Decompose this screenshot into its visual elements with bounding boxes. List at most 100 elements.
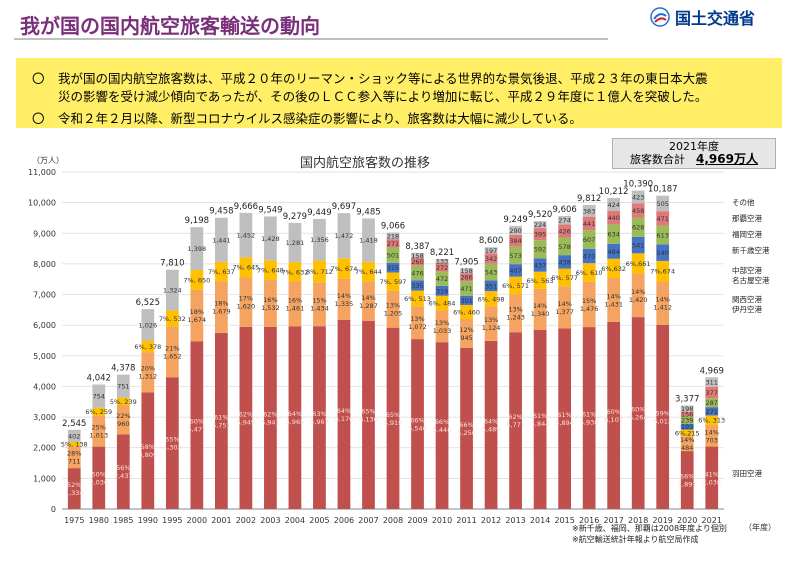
x-tick-label: 2000 [187,516,207,525]
bar-segment-kansai_itami [141,352,155,393]
bar-total-label: 9,606 [552,205,576,215]
bar-segment-fukuoka [484,263,498,281]
legend-label-naha: 那覇空港 [732,213,762,223]
segment-label-kansai_itami: 1,072 [408,323,427,331]
bar-segment-naha [509,234,522,247]
segment-label-kansai_itami: 1,420 [629,296,648,304]
x-tick-label: 2017 [603,516,623,525]
segment-label-fukuoka: 287 [706,399,718,407]
segment-label-haneda: 60% [606,408,620,416]
x-tick-label: 2010 [432,516,452,525]
bar-segment-other [558,215,572,225]
bar-segment-chubu_nagoya [92,407,106,416]
bar-segment-chubu_nagoya [533,271,547,289]
segment-label-haneda: 56% [116,464,130,472]
bar-segment-naha [386,239,400,248]
segment-label-other: 751 [117,383,129,391]
legend-label-shin_chitose: 新千歳空港 [732,245,770,255]
segment-label-kansai_itami: 1,377 [555,308,574,316]
segment-label-other: 133 [436,258,448,266]
segment-label-kansai_itami: 1,532 [261,304,280,312]
bar-segment-kansai_itami [288,281,302,327]
segment-label-other: 1,441 [212,236,231,244]
segment-label-shin_chitose: 319 [436,287,448,295]
segment-label-haneda: 62% [239,410,253,418]
segment-label-kansai_itami: 25% [92,424,106,432]
segment-label-shin_chitose: 540 [656,249,668,257]
segment-label-other: 1,281 [286,239,305,247]
segment-label-naha: 471 [656,215,668,223]
segment-label-kansai_itami: 1,335 [335,300,354,308]
segment-label-other: 1,472 [335,232,354,240]
segment-label-other: 1,398 [188,245,207,253]
segment-label-haneda: 64% [484,417,498,425]
bar-segment-naha [533,228,547,241]
bar-segment-other [67,429,81,443]
segment-label-haneda: 5,938 [580,419,599,427]
segment-label-chubu_nagoya: 7%, 632 [281,268,308,276]
y-tick-label: 3,000 [33,413,56,422]
x-tick-label: 2021 [702,516,722,525]
bar-segment-chubu_nagoya [631,253,645,274]
bar-segment-shin_chitose [533,258,547,272]
bar-total-label: 7,810 [160,259,184,269]
x-tick-label: 2003 [260,516,280,525]
segment-label-haneda: 1,334 [65,489,84,497]
y-axis-unit: （万人） [32,156,64,165]
segment-label-kansai_itami: 484 [681,444,693,452]
segment-label-haneda: 60% [190,418,204,426]
bar-total-label: 3,377 [675,395,699,405]
bar-segment-haneda [484,340,498,509]
segment-label-chubu_nagoya: 5%, 239 [110,398,137,406]
segment-label-kansai_itami: 14% [680,436,694,444]
banner-line-3: 令和２年２月以降、新型コロナウイルス感染症の影響により、旅客数は大幅に減少してい… [58,111,582,126]
x-tick-label: 2007 [358,516,378,525]
segment-label-haneda: 5,894 [555,419,574,427]
bar-segment-kansai_itami [558,286,572,329]
segment-label-other: 274 [558,217,570,225]
banner-line-2: 災の影響を受け減少傾向であったが、その後のＬＣＣ参入等により増加に転じ、平成２９… [58,89,708,104]
bar-segment-haneda [165,377,179,509]
bar-segment-kansai_itami [190,289,204,342]
segment-label-haneda: 3,809 [139,451,158,459]
bar-segment-kansai_itami [264,280,277,327]
segment-label-chubu_nagoya: 7%, 674 [331,265,358,273]
segment-label-other: 402 [68,432,80,440]
chart-title: 国内航空旅客数の推移 [300,156,431,171]
segment-label-haneda: 62% [508,413,522,421]
segment-label-chubu_nagoya: 7%, 644 [355,268,382,276]
bar-segment-naha [631,203,645,218]
legend-label-kansai_itami: 伊丹空港 [732,304,762,314]
bar-segment-haneda [337,319,351,509]
bar-segment-kansai_itami [435,310,449,343]
segment-label-naha: 272 [436,264,448,272]
bar-segment-other [680,405,694,412]
bar-segment-other [509,225,522,235]
segment-label-chubu_nagoya: 6%, 571 [502,282,529,290]
segment-label-kansai_itami: 1,013 [89,432,108,440]
bar-segment-naha [607,210,621,225]
segment-label-kansai_itami: 1,205 [384,310,403,318]
segment-label-kansai_itami: 14% [655,296,669,304]
bar-segment-kansai_itami [362,281,375,322]
bar-total-label: 9,697 [332,202,356,212]
bar-segment-other [92,384,106,408]
segment-label-kansai_itami: 1,620 [237,302,256,310]
segment-label-haneda: 50% [92,470,106,478]
segment-label-shin_chitose: 271 [706,408,718,416]
bar-total-label: 10,390 [623,180,653,190]
bar-segment-kansai_itami [239,277,253,327]
bar-segment-naha [582,216,596,231]
segment-label-haneda: 66% [410,417,424,425]
segment-label-other: 1,418 [359,237,378,245]
segment-label-kansai_itami: 1,434 [310,305,329,313]
segment-label-haneda: 62% [263,410,277,418]
segment-label-haneda: 5,477 [188,426,207,434]
segment-label-naha: 342 [485,255,497,263]
bar-segment-fukuoka [558,237,572,256]
banner-bullet-1: 〇我が国の国内航空旅客数は、平成２０年のリーマン・ショック等による世界的な景気後… [32,68,708,87]
segment-label-haneda: 66% [459,421,473,429]
segment-label-chubu_nagoya: 6%, 259 [85,408,112,416]
bar-segment-shin_chitose [460,295,473,305]
bar-segment-chubu_nagoya [411,290,424,307]
